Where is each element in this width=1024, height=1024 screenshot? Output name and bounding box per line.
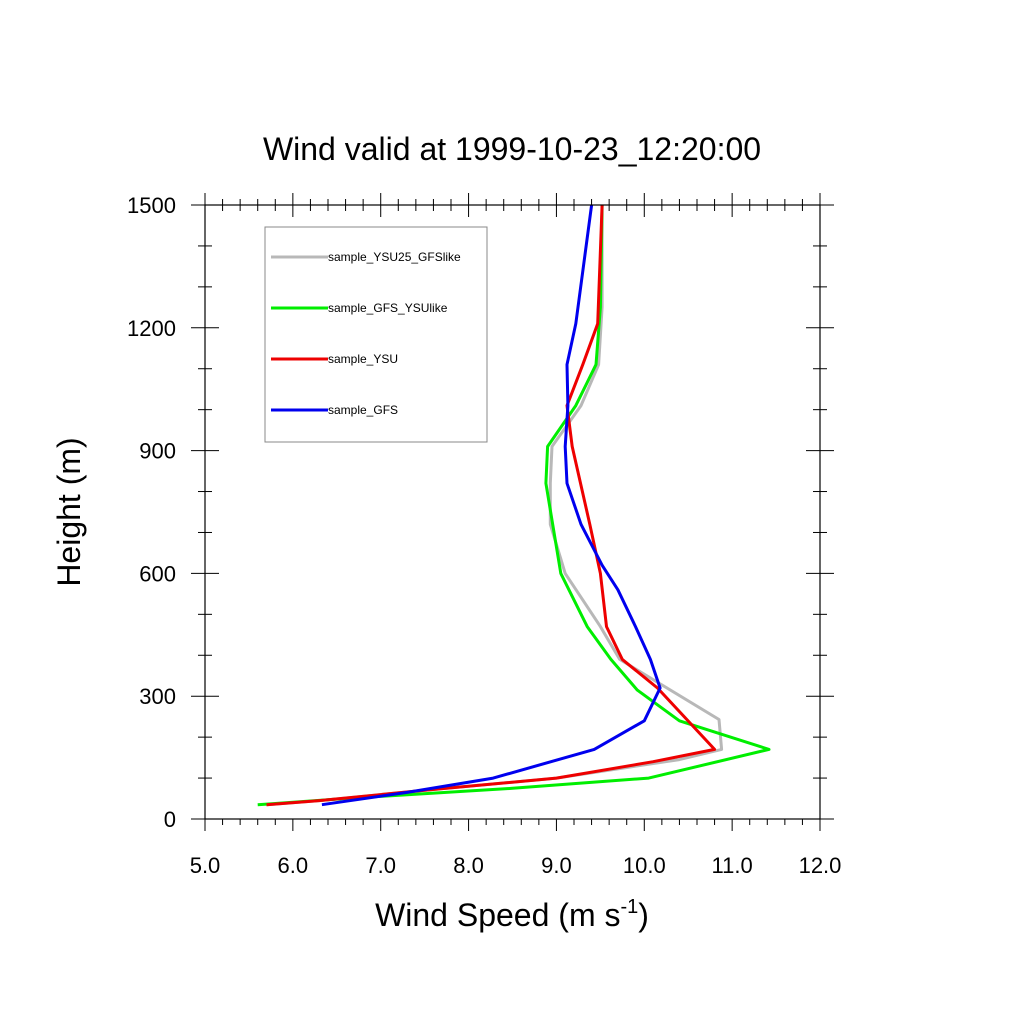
y-tick-label: 0 [164, 807, 176, 832]
series-line-sample_GFS [321, 204, 662, 807]
x-tick-label: 9.0 [541, 853, 572, 878]
x-tick-label: 7.0 [365, 853, 396, 878]
y-tick-label: 300 [139, 684, 176, 709]
x-tick-label: 11.0 [712, 853, 753, 878]
legend-label: sample_YSU [328, 352, 398, 366]
y-tick-labels: 0 300 600 900 1200 1500 [127, 193, 176, 832]
x-axis-label-superscript: -1 [620, 896, 638, 918]
legend-label: sample_GFS [328, 403, 398, 417]
y-tick-label: 600 [139, 561, 176, 586]
plot-lines [257, 204, 771, 807]
legend-label: sample_GFS_YSUlike [328, 301, 448, 315]
plot-frame [204, 204, 821, 820]
x-tick-label: 5.0 [190, 853, 221, 878]
y-tick-label: 900 [139, 439, 176, 464]
x-tick-label: 12.0 [799, 853, 842, 878]
x-tick-labels: 5.0 6.0 7.0 8.0 9.0 10.0 11.0 12.0 [190, 853, 842, 878]
legend-box [264, 226, 488, 443]
chart-title: Wind valid at 1999-10-23_12:20:00 [263, 131, 761, 167]
legend-label: sample_YSU25_GFSlike [328, 250, 461, 264]
x-tick-label: 8.0 [453, 853, 484, 878]
x-axis-label-end: ) [638, 897, 649, 933]
x-tick-label: 10.0 [623, 853, 666, 878]
x-axis-label: Wind Speed (m s-1) [375, 896, 649, 933]
x-tick-label: 6.0 [278, 853, 309, 878]
x-axis-label-main: Wind Speed (m s [375, 897, 620, 933]
y-tick-label: 1500 [127, 193, 176, 218]
legend: sample_YSU25_GFSlike sample_GFS_YSUlikesa… [264, 226, 488, 443]
series-line-sample_YSU [266, 204, 717, 807]
series-line-sample_GFS_YSUlike [257, 204, 771, 807]
y-tick-label: 1200 [127, 316, 176, 341]
y-axis-label: Height (m) [51, 437, 87, 586]
